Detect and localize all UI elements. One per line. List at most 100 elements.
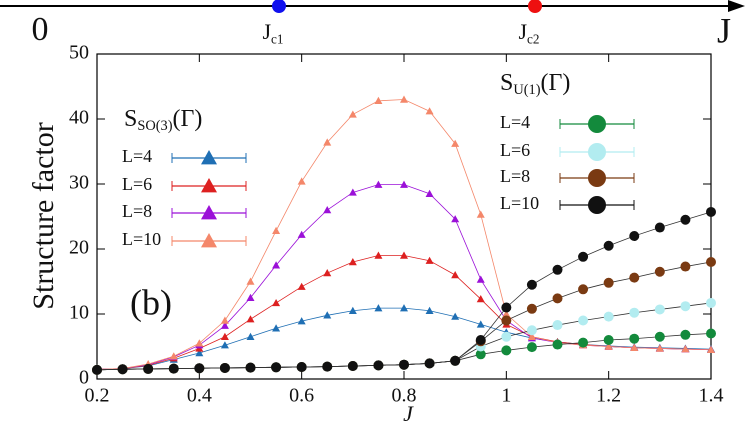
legend-label: L=4 <box>500 112 530 132</box>
legend-label: L=8 <box>122 201 152 221</box>
triangle-marker <box>323 206 332 214</box>
triangle-marker <box>272 324 281 332</box>
legend-title: SSO(3)(Γ) <box>124 106 202 135</box>
circle-marker <box>194 363 205 374</box>
circle-marker <box>706 206 716 217</box>
x-tick-label: 1.4 <box>699 385 724 407</box>
circle-marker <box>706 297 716 308</box>
y-tick-label: 10 <box>69 302 89 324</box>
circle-marker <box>168 363 179 374</box>
triangle-marker <box>374 180 383 188</box>
critical-point <box>272 0 286 13</box>
triangle-marker <box>323 269 332 277</box>
triangle-marker <box>348 306 357 314</box>
x-tick-label: 1 <box>501 385 511 407</box>
circle-marker <box>526 325 537 336</box>
triangle-marker <box>272 298 281 307</box>
circle-marker <box>373 360 384 371</box>
y-tick-label: 50 <box>69 42 89 64</box>
triangle-marker <box>201 205 217 220</box>
triangle-marker <box>451 139 460 147</box>
circle-marker <box>219 362 230 373</box>
y-tick-label: 40 <box>69 107 89 129</box>
circle-marker <box>526 303 537 314</box>
circle-marker <box>526 342 537 353</box>
critical-label-symbol: J <box>262 19 271 44</box>
legend-label: L=6 <box>122 174 152 194</box>
plot-frame <box>96 53 712 380</box>
y-tick-label: 30 <box>69 172 89 194</box>
triangle-marker <box>348 258 357 266</box>
critical-label: Jc2 <box>518 19 539 47</box>
circle-marker <box>501 315 512 326</box>
triangle-marker <box>220 341 229 349</box>
legend-title-suffix: (Γ) <box>541 70 571 96</box>
circle-marker <box>526 279 537 290</box>
triangle-marker <box>630 343 639 351</box>
y-axis-label: Structure factor <box>27 122 60 309</box>
circle-marker <box>680 261 691 272</box>
triangle-marker <box>323 138 332 146</box>
triangle-marker <box>374 304 383 312</box>
legend-title-symbol: S <box>124 106 137 132</box>
circle-marker <box>552 320 563 331</box>
circle-marker <box>143 363 154 374</box>
critical-label: Jc1 <box>262 19 283 47</box>
critical-label-subscript: c2 <box>527 32 539 47</box>
circle-marker <box>399 359 409 370</box>
triangle-marker <box>246 315 255 323</box>
triangle-marker <box>451 215 460 223</box>
triangle-marker <box>400 304 408 312</box>
circle-marker <box>603 240 614 251</box>
circle-marker <box>588 196 606 214</box>
x-tick-label: 1.2 <box>596 385 621 407</box>
circle-marker <box>603 335 614 345</box>
triangle-marker <box>476 295 485 303</box>
triangle-marker <box>476 275 485 283</box>
circle-marker <box>578 315 589 326</box>
triangle-marker <box>476 210 485 218</box>
circle-marker <box>552 264 563 275</box>
triangle-marker <box>246 277 255 285</box>
triangle-marker <box>681 345 690 353</box>
circle-marker <box>271 362 282 373</box>
legend-title-subscript: U(1) <box>513 82 540 98</box>
circle-marker <box>245 362 256 373</box>
panel-label: (b) <box>130 282 172 322</box>
legend-label: L=4 <box>122 146 152 166</box>
triangle-marker <box>400 251 408 259</box>
critical-label-subscript: c1 <box>271 32 283 47</box>
circle-marker <box>578 337 589 348</box>
triangle-marker <box>655 344 664 352</box>
triangle-marker <box>297 177 306 185</box>
critical-point <box>528 0 542 13</box>
critical-label-symbol: J <box>518 19 527 44</box>
circle-marker <box>680 301 691 312</box>
circle-marker <box>588 143 606 161</box>
circle-marker <box>501 331 512 342</box>
triangle-marker <box>425 256 434 264</box>
y-tick-label: 20 <box>69 237 89 259</box>
circle-marker <box>296 361 307 372</box>
x-tick-label: 0.4 <box>187 385 212 407</box>
triangle-marker <box>201 150 217 165</box>
triangle-marker <box>297 282 306 290</box>
triangle-marker <box>201 178 217 193</box>
triangle-marker <box>476 320 485 328</box>
triangle-marker <box>451 271 460 279</box>
circle-marker <box>347 361 358 371</box>
series-line <box>96 99 712 370</box>
triangle-marker <box>220 332 229 340</box>
y-tick-label: 0 <box>79 367 89 389</box>
top-axis-arrow <box>728 0 745 12</box>
circle-marker <box>680 329 691 340</box>
x-tick-label: 0.8 <box>392 385 417 407</box>
circle-marker <box>629 272 640 283</box>
circle-marker <box>450 355 461 366</box>
triangle-marker <box>195 349 204 357</box>
circle-marker <box>654 304 665 315</box>
triangle-marker <box>400 180 408 188</box>
circle-marker <box>603 277 614 288</box>
triangle-marker <box>451 312 460 320</box>
